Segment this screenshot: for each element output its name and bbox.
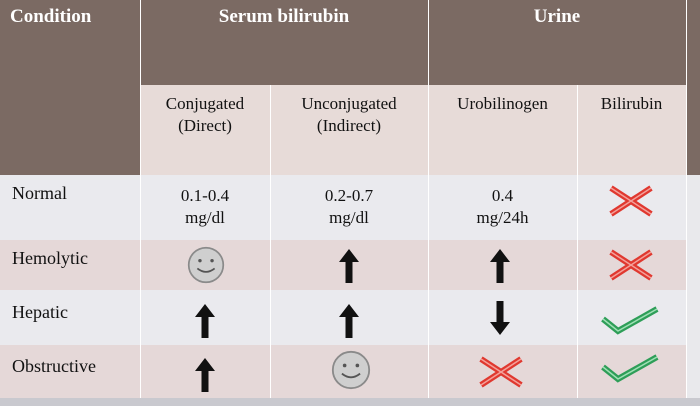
row-bg [0,175,686,240]
smiley-icon [331,350,371,390]
smiley-icon [187,246,225,284]
row-label: Hemolytic [12,248,88,268]
subheader-cell: Unconjugated (Indirect) [270,85,428,175]
cross-icon [478,355,524,389]
row-label: Normal [12,183,67,203]
subheader-cell: Bilirubin [577,85,686,175]
down-arrow-icon [488,300,512,336]
divider [577,85,578,398]
up-arrow-icon [488,248,512,284]
subheader-cell: Conjugated (Direct) [140,85,270,175]
value-text: mg/dl [185,208,225,227]
value-text: 0.1-0.4 [180,186,230,205]
subheader-text: Unconjugated [301,94,397,113]
up-arrow-icon [337,303,361,339]
subheader-text: Urobilinogen [457,94,548,113]
cross-icon [608,184,654,218]
check-icon [600,353,660,383]
bottom-strip [0,398,700,406]
subheader-cell: Urobilinogen [428,85,577,175]
row-label: Obstructive [12,356,96,376]
row-label: Hepatic [12,302,68,322]
divider [428,0,429,398]
header-cell: Condition [0,0,140,175]
header-text: Urine [533,6,581,27]
subheader-text: Bilirubin [600,94,663,113]
cell-value: 0.2-0.7 mg/dl [270,175,428,229]
value-text: 0.4 [491,186,514,205]
cross-icon [608,248,654,282]
up-arrow-icon [337,248,361,284]
cell-value: 0.1-0.4 mg/dl [140,175,270,229]
value-text: mg/dl [329,208,369,227]
header-cell [686,0,700,175]
value-text: mg/24h [476,208,529,227]
header-text: Condition [10,6,92,27]
subheader-text: Conjugated [165,94,245,113]
row-bg [0,290,686,345]
divider [270,85,271,398]
header-cell: Serum bilirubin [140,0,428,85]
cell-value: 0.4 mg/24h [428,175,577,229]
subheader-text: (Direct) [178,116,232,135]
check-icon [600,305,660,335]
value-text: 0.2-0.7 [324,186,374,205]
divider [686,0,687,398]
divider [140,0,141,398]
row-bg [0,240,686,290]
header-cell: Urine [428,0,686,85]
header-text: Serum bilirubin [218,6,350,27]
up-arrow-icon [193,357,217,393]
subheader-text: (Indirect) [316,116,382,135]
up-arrow-icon [193,303,217,339]
